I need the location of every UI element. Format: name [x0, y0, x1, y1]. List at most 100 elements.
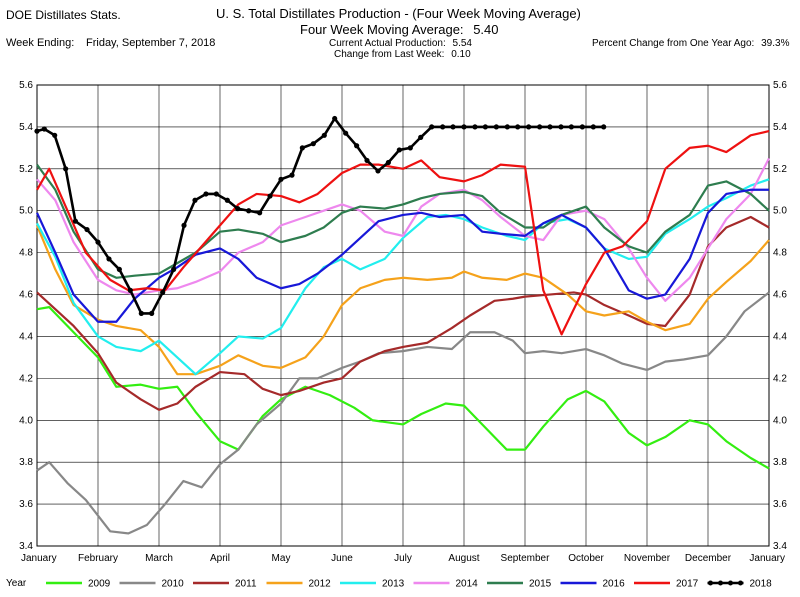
series-point-2018 — [429, 124, 435, 130]
series-point-2018 — [267, 193, 273, 199]
series-point-2018 — [138, 310, 144, 317]
x-axis: January February March April May June July Augu… — [21, 553, 785, 564]
legend-marker-2018 — [718, 580, 723, 586]
y-tick-label-left: 4.4 — [19, 331, 33, 342]
series-point-2018 — [332, 115, 338, 122]
series-point-2018 — [278, 176, 284, 182]
current-production-label: Current Actual Production: — [329, 38, 446, 49]
y-tick-label-right: 5.0 — [773, 206, 787, 217]
y-tick-label-left: 4.6 — [19, 290, 33, 301]
week-ending-label: Week Ending: — [6, 37, 75, 49]
y-tick-label-left: 5.4 — [19, 122, 33, 133]
series-point-2018 — [181, 222, 187, 228]
series-point-2018 — [235, 206, 241, 212]
y-tick-label-right: 3.4 — [773, 541, 787, 552]
legend-marker-2018 — [708, 580, 713, 586]
y-tick-label-left: 4.2 — [19, 373, 33, 384]
series-point-2018 — [72, 218, 79, 224]
series-point-2018 — [213, 191, 219, 197]
y-tick-label-left: 5.0 — [19, 206, 33, 217]
legend-label-2017: 2017 — [676, 579, 699, 590]
x-tick-label: December — [685, 553, 732, 564]
x-tick-label: June — [331, 553, 353, 564]
legend-label-2016: 2016 — [603, 579, 626, 590]
series-point-2018 — [558, 124, 564, 130]
x-tick-label: August — [448, 553, 479, 564]
y-tick-label-left: 5.6 — [19, 80, 33, 91]
series-line-2018 — [36, 117, 604, 315]
y-tick-label-right: 5.4 — [773, 122, 787, 133]
series-point-2018 — [84, 226, 90, 233]
series-point-2018 — [493, 124, 499, 130]
legend-marker-2018 — [738, 580, 743, 586]
series-point-2018 — [116, 266, 122, 272]
series-point-2018 — [95, 239, 101, 245]
y-tick-label-left: 4.8 — [19, 248, 33, 259]
x-tick-label: May — [272, 553, 291, 564]
series-point-2018 — [63, 166, 69, 172]
legend-marker-2018 — [728, 580, 733, 586]
y-tick-label-left: 5.2 — [19, 164, 33, 175]
legend-label-2011: 2011 — [235, 579, 257, 590]
percent-change: Percent Change from One Year Ago: 39.3% — [592, 38, 789, 49]
y-tick-label-right: 4.6 — [773, 290, 787, 301]
x-tick-label: March — [145, 553, 173, 564]
y-tick-label-left: 3.4 — [19, 541, 33, 552]
y-axis-right: 3.4 3.6 3.8 4.0 4.2 4.4 4.6 4.8 5.0 5.2 5.4 5.6 — [773, 80, 787, 552]
series-point-2018 — [299, 145, 305, 151]
y-tick-label-right: 4.0 — [773, 415, 787, 426]
series-point-2018 — [461, 124, 467, 130]
series-point-2018 — [41, 126, 47, 132]
y-tick-label-right: 4.4 — [773, 331, 787, 342]
series-line-2016 — [36, 188, 769, 323]
y-tick-label-right: 5.2 — [773, 164, 787, 175]
series-point-2018 — [106, 256, 112, 262]
x-tick-label: January — [21, 553, 57, 564]
plot-frame — [36, 84, 770, 547]
series-point-2018 — [34, 128, 40, 134]
legend-label-2012: 2012 — [309, 579, 332, 590]
series-point-2018 — [160, 289, 166, 296]
series-line-2010 — [36, 291, 770, 535]
series-point-2018 — [257, 210, 263, 216]
x-tick-label: July — [394, 553, 412, 564]
series-line-2015 — [36, 163, 770, 279]
x-tick-label: January — [749, 553, 785, 564]
series-point-2018 — [375, 168, 381, 174]
moving-average-line: Four Week Moving Average: 5.40 — [300, 22, 499, 37]
series-point-2018 — [52, 132, 58, 138]
left-title: DOE Distillates Stats. — [6, 8, 121, 22]
legend-label-2010: 2010 — [162, 579, 185, 590]
legend-title: Year — [6, 578, 27, 589]
moving-average-label: Four Week Moving Average: — [300, 22, 464, 37]
series-point-2018 — [526, 124, 532, 130]
series-point-2018 — [321, 132, 327, 138]
legend-label-2018: 2018 — [750, 579, 773, 590]
change-last-week: Change from Last Week: 0.10 — [334, 49, 471, 60]
x-tick-label: April — [210, 553, 230, 564]
series-point-2018 — [547, 124, 553, 130]
current-production-value: 5.54 — [452, 38, 472, 49]
series-point-2018 — [364, 157, 370, 164]
percent-change-value: 39.3% — [761, 38, 790, 49]
series-point-2018 — [601, 124, 607, 130]
y-axis-left: 3.4 3.6 3.8 4.0 4.2 4.4 4.6 4.8 5.0 5.2 5.4 5.6 — [19, 80, 33, 552]
chart-grid — [36, 84, 770, 547]
legend-label-2014: 2014 — [456, 579, 479, 590]
x-tick-label: September — [501, 553, 551, 564]
series-point-2018 — [385, 159, 391, 166]
y-tick-label-right: 5.6 — [773, 80, 787, 91]
current-production: Current Actual Production: 5.54 — [329, 38, 472, 49]
legend-label-2009: 2009 — [88, 579, 111, 590]
series-point-2018 — [418, 134, 424, 140]
series-point-2018 — [354, 143, 360, 149]
series-point-2018 — [343, 130, 349, 136]
legend-label-2015: 2015 — [529, 579, 552, 590]
change-last-week-label: Change from Last Week: — [334, 49, 445, 60]
y-tick-label-right: 4.2 — [773, 373, 787, 384]
y-tick-label-right: 3.6 — [773, 499, 787, 510]
series-point-2018 — [192, 197, 198, 203]
series-point-2018 — [149, 310, 155, 317]
percent-change-label: Percent Change from One Year Ago: — [592, 38, 755, 49]
